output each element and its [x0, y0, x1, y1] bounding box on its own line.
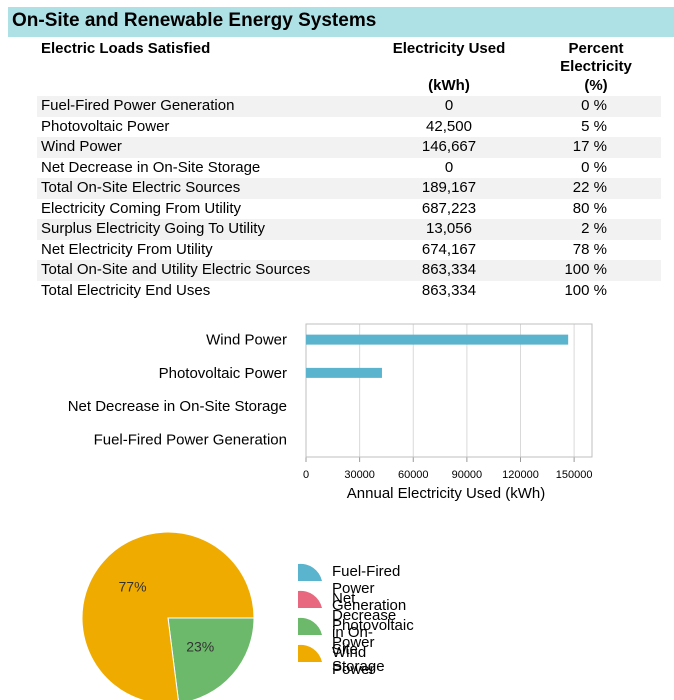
y-category-label: Net Decrease in On-Site Storage: [68, 398, 287, 415]
section-header: On-Site and Renewable Energy Systems: [8, 7, 674, 37]
y-category-label: Wind Power: [206, 332, 287, 349]
row-kwh: 863,334: [367, 260, 531, 281]
legend-swatch-icon: [298, 617, 322, 635]
row-percent: 80 %: [572, 199, 607, 217]
legend-label: Photovoltaic Power: [332, 617, 414, 651]
row-percent: 0 %: [531, 96, 661, 117]
plot-frame: [305, 323, 593, 458]
row-kwh: 0: [367, 96, 531, 117]
table-row: Total On-Site and Utility Electric Sourc…: [37, 260, 661, 281]
row-kwh: 863,334: [421, 281, 477, 299]
table-row: Electricity Coming From Utility 687,223 80…: [37, 199, 661, 220]
x-tick-label: 60000: [398, 469, 429, 481]
table-row: Photovoltaic Power 42,500 5 %: [37, 117, 661, 138]
x-tick-label: 120000: [502, 469, 539, 481]
row-percent: 0 %: [581, 158, 607, 176]
table-row: Total On-Site Electric Sources 189,167 22 …: [37, 178, 661, 199]
table-row: Net Decrease in On-Site Storage 0 0 %: [37, 158, 661, 179]
row-percent: 100 %: [564, 281, 607, 299]
row-percent: 100 %: [531, 260, 661, 281]
row-label: Net Electricity From Utility: [41, 240, 213, 258]
table-row: Net Electricity From Utility 674,167 78 %: [37, 240, 661, 261]
unit-percent: (%): [584, 77, 608, 94]
row-kwh: 42,500: [426, 117, 472, 135]
table-row: Surplus Electricity Going To Utility 13,0…: [37, 219, 661, 240]
x-tick-label: 0: [303, 469, 309, 481]
row-kwh: 687,223: [421, 199, 477, 217]
table-row: Total Electricity End Uses 863,334 100 %: [37, 281, 661, 302]
table-row: Wind Power 146,667 17 %: [37, 137, 661, 158]
table-row: Fuel-Fired Power Generation 0 0 %: [37, 96, 661, 117]
header-percent-electricity: Percent Electricity: [560, 40, 632, 75]
y-category-label: Fuel-Fired Power Generation: [94, 431, 287, 448]
row-kwh: 0: [444, 158, 454, 176]
row-kwh: 189,167: [367, 178, 531, 199]
row-percent: 2 %: [531, 219, 661, 240]
header-electricity-used: Electricity Used: [392, 40, 506, 57]
x-axis-label: Annual Electricity Used (kWh): [347, 485, 545, 502]
row-percent: 17 %: [531, 137, 661, 158]
row-label: Electricity Coming From Utility: [41, 199, 242, 217]
row-kwh: 674,167: [421, 240, 477, 258]
y-category-label: Photovoltaic Power: [159, 365, 287, 382]
row-label: Total On-Site Electric Sources: [37, 178, 367, 199]
legend-label: Wind Power: [332, 644, 375, 678]
row-kwh: 13,056: [367, 219, 531, 240]
pie-slice: [81, 531, 255, 700]
unit-kwh: (kWh): [428, 77, 470, 94]
row-label: Surplus Electricity Going To Utility: [37, 219, 367, 240]
legend-swatch-icon: [298, 563, 322, 581]
section-title: On-Site and Renewable Energy Systems: [12, 10, 377, 31]
legend-label: Fuel-Fired Power Generation: [332, 563, 407, 614]
row-label: Total On-Site and Utility Electric Sourc…: [37, 260, 367, 281]
legend-swatch-icon: [298, 644, 322, 662]
row-percent: 22 %: [531, 178, 661, 199]
row-label: Net Decrease in On-Site Storage: [41, 158, 261, 176]
row-label: Photovoltaic Power: [41, 117, 170, 135]
row-label: Fuel-Fired Power Generation: [37, 96, 367, 117]
row-kwh: 146,667: [367, 137, 531, 158]
legend-swatch-icon: [298, 590, 322, 608]
pie-slice-label: 77%: [119, 579, 147, 595]
x-tick-label: 90000: [452, 469, 483, 481]
bar: [306, 367, 382, 378]
row-label: Total Electricity End Uses: [41, 281, 211, 299]
legend-label: Net Decrease in On-Site Storage: [332, 590, 397, 675]
x-tick-label: 150000: [556, 469, 593, 481]
pie-chart: 23% 77%: [81, 531, 255, 700]
pie-slice: [167, 617, 255, 700]
pie-slice-label: 23%: [186, 638, 214, 654]
x-tick-label: 30000: [344, 469, 375, 481]
bar-chart: 0 30000 60000 90000 120000 150000 Wind Power Ph…: [68, 323, 593, 502]
bar: [306, 334, 569, 345]
row-percent: 78 %: [572, 240, 607, 258]
row-label: Wind Power: [37, 137, 367, 158]
header-loads: Electric Loads Satisfied: [41, 40, 211, 57]
electric-loads-table: Electric Loads Satisfied Electricity Use…: [37, 40, 661, 301]
row-percent: 5 %: [581, 117, 607, 135]
